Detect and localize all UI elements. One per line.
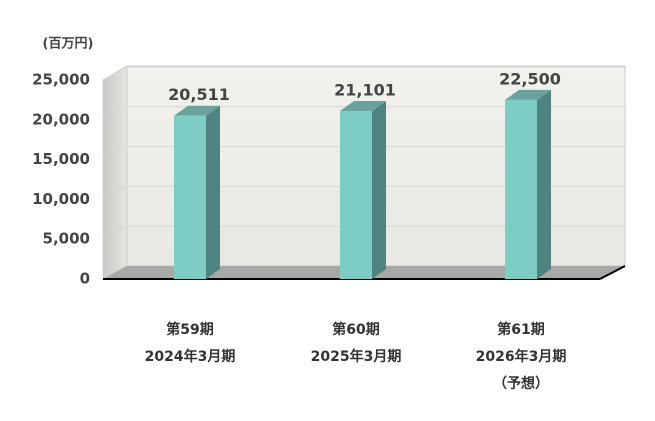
bar: [340, 111, 372, 279]
side-wall: [102, 65, 128, 280]
grid-line-side: [102, 185, 128, 200]
grid-line-side: [102, 146, 128, 161]
grid-line-side: [102, 106, 128, 121]
bar: [174, 115, 206, 279]
x-tick-label: 第61期: [497, 321, 544, 338]
y-tick-label: 0: [80, 270, 90, 288]
x-tick-label: 2026年3月期: [476, 348, 567, 365]
x-axis-edge: [599, 265, 626, 280]
y-tick-label: 25,000: [32, 71, 90, 89]
x-tick-label: 2025年3月期: [311, 348, 402, 365]
y-tick-label: 5,000: [43, 230, 90, 248]
grid-line-side: [102, 66, 128, 81]
bar-top: [505, 89, 551, 100]
x-tick-label: 2024年3月期: [145, 348, 236, 365]
bar-side: [206, 105, 220, 279]
value-label: 22,500: [499, 69, 561, 88]
bar-top: [340, 101, 386, 112]
x-tick-label: （予想）: [493, 375, 549, 392]
grid-line-side: [102, 225, 128, 240]
bar-side: [537, 89, 551, 280]
y-tick-label: 20,000: [32, 110, 90, 128]
bar: [505, 99, 537, 280]
x-tick-label: 第60期: [332, 321, 379, 338]
value-label: 20,511: [168, 85, 230, 104]
y-tick-label: 15,000: [32, 150, 90, 168]
bar-side: [372, 101, 386, 279]
value-label: 21,101: [334, 81, 396, 100]
y-tick-label: 10,000: [32, 190, 90, 208]
x-tick-label: 第59期: [166, 321, 213, 338]
y-axis-label: (百万円): [43, 37, 94, 52]
bar-top: [174, 105, 220, 116]
